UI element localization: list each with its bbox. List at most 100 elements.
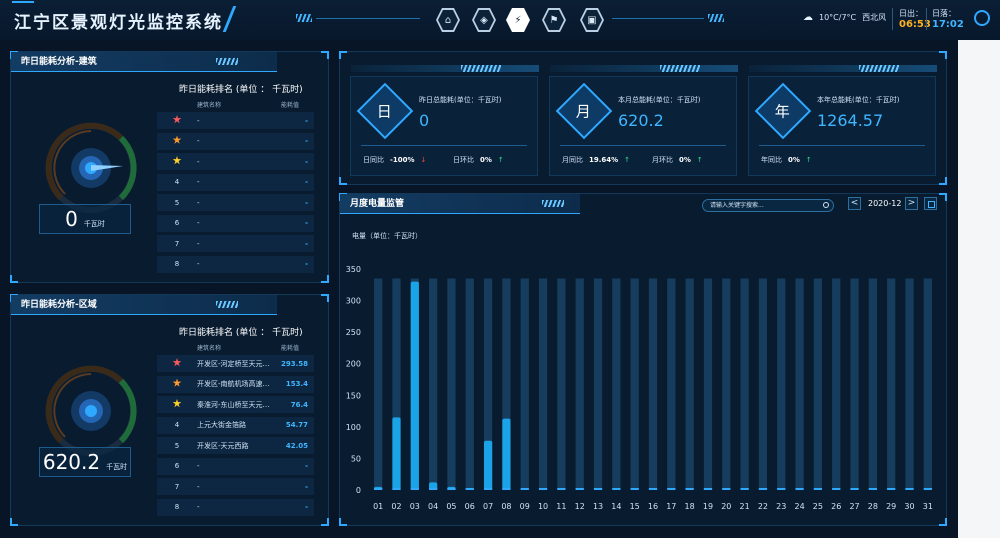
ranking-row[interactable]: 开发区-南航机场高速… 153.4: [157, 375, 314, 393]
data-bar[interactable]: [502, 418, 511, 490]
y-tick-label: 50: [351, 454, 361, 463]
row-name: 开发区-天元西路: [197, 441, 249, 450]
bar-base: [593, 488, 603, 490]
bar-base: [520, 488, 529, 490]
row-name: -: [197, 503, 200, 511]
x-tick-label: 13: [593, 502, 603, 511]
bar-background: [887, 278, 896, 490]
rank-number: 8: [174, 503, 180, 511]
row-name: 开发区-河定桥至天元…: [197, 359, 270, 368]
x-tick-label: 17: [666, 502, 676, 511]
ranking-row[interactable]: 7 - -: [157, 478, 314, 495]
bar-background: [868, 278, 877, 490]
bar-background: [813, 278, 823, 490]
header-stripes-right: [708, 14, 724, 22]
ranking-row[interactable]: 5 - -: [157, 194, 314, 211]
kpi-stripes: [859, 65, 899, 72]
ranking-row[interactable]: 7 - -: [157, 235, 314, 252]
rank-medal-icon: [157, 399, 197, 410]
ranking-row[interactable]: --: [157, 132, 314, 150]
rank-medal-icon: [157, 358, 197, 369]
bar-base: [429, 488, 438, 490]
header-stripes: [216, 58, 238, 65]
ranking-row[interactable]: 开发区-河定桥至天元… 293.58: [157, 355, 314, 372]
ranking-row[interactable]: --: [157, 153, 314, 170]
kpi-card: 月 本月总能耗(单位：千瓦时) 620.2 月同比 19.64% ↑ 月环比 0% ↑: [549, 65, 738, 176]
ranking-row[interactable]: 秦淮河-东山桥至天元… 76.4: [157, 396, 314, 413]
row-name: -: [197, 137, 200, 145]
data-bar[interactable]: [410, 281, 419, 490]
search-input[interactable]: 请输入关键字搜索...: [702, 199, 834, 212]
prev-month-button[interactable]: <: [848, 197, 861, 210]
trend-up-icon: ↑: [805, 156, 812, 164]
rank-number: 5: [174, 198, 180, 207]
ranking-row[interactable]: 4 - -: [157, 173, 314, 191]
ranking-row[interactable]: --: [157, 112, 314, 129]
ranking-title: 昨日能耗排名 (单位 ： 千瓦时): [179, 85, 303, 95]
search-icon[interactable]: [823, 202, 829, 208]
kpi-stripes: [660, 65, 700, 72]
building-energy-panel: 昨日能耗分析-建筑 0 千瓦时 昨日能耗排名 (单位 ： 千瓦时) 建筑名称 能…: [10, 51, 329, 283]
ranking-row[interactable]: 4 上元大街金箔路 54.77: [157, 416, 314, 434]
row-value: -: [305, 503, 308, 511]
bar-base: [777, 488, 786, 490]
x-tick-label: 03: [410, 502, 420, 511]
nav-vehicle-button[interactable]: ▣: [580, 8, 604, 32]
rank-number: 6: [174, 219, 180, 227]
settings-icon[interactable]: [974, 10, 990, 26]
bar-background: [612, 278, 621, 490]
bar-background: [923, 278, 932, 490]
row-value: -: [305, 157, 308, 166]
data-bar[interactable]: [483, 440, 493, 490]
bar-background: [502, 278, 511, 490]
bar-base: [795, 488, 804, 490]
nav-home-button[interactable]: ⌂: [436, 8, 460, 32]
temperature: 10°C/7°C: [819, 13, 857, 22]
metric-label: 年同比: [761, 156, 782, 164]
kpi-label: 本月总能耗(单位：千瓦时): [618, 96, 701, 104]
bar-background: [905, 278, 914, 490]
ranking-row[interactable]: 8 - -: [157, 255, 314, 273]
metric-value: -100%: [390, 156, 415, 164]
rank-medal-icon: [157, 378, 197, 390]
building-gauge-value: 0 千瓦时: [39, 204, 131, 234]
sunrise-time: 06:53: [899, 19, 931, 30]
rank-number: 4: [174, 178, 180, 186]
row-value: 293.58: [280, 359, 308, 368]
gauge-unit: 千瓦时: [106, 463, 128, 471]
x-tick-label: 06: [465, 502, 475, 511]
ranking-row[interactable]: 6 - -: [157, 457, 314, 475]
kpi-metric: 月同比 19.64% ↑: [562, 155, 630, 165]
ranking-row[interactable]: 6 - -: [157, 214, 314, 232]
ranking-row[interactable]: 8 - -: [157, 498, 314, 516]
energy-icon: 年: [754, 82, 812, 140]
row-value: 42.05: [285, 441, 308, 450]
next-month-button[interactable]: >: [905, 197, 918, 210]
x-tick-label: 18: [685, 502, 695, 511]
nav-energy-button[interactable]: ⚡: [506, 8, 530, 32]
energy-icon-glyph: 月: [576, 102, 592, 121]
row-value: -: [305, 239, 308, 248]
sunset-box: 日落： 17:02: [932, 8, 964, 30]
metric-value: 0%: [480, 156, 492, 164]
nav-car-button[interactable]: ◈: [472, 8, 496, 32]
data-bar[interactable]: [392, 417, 401, 490]
bar-base: [905, 488, 914, 490]
x-tick-label: 26: [831, 502, 841, 511]
metric-label: 月同比: [562, 156, 583, 164]
bar-background: [648, 278, 658, 490]
bar-base: [648, 488, 658, 490]
x-tick-label: 25: [813, 502, 823, 511]
ranking-row[interactable]: 5 开发区-天元西路 42.05: [157, 437, 314, 454]
bar-base: [667, 488, 676, 490]
nav-flag-button[interactable]: ⚑: [542, 8, 566, 32]
calendar-icon[interactable]: [924, 197, 937, 210]
row-name: 开发区-南航机场高速…: [197, 380, 270, 388]
panel-header: 昨日能耗分析-区域: [11, 295, 277, 315]
y-tick-label: 250: [346, 328, 361, 337]
bar-base: [538, 488, 548, 490]
row-name: -: [197, 219, 200, 227]
x-tick-label: 09: [520, 502, 530, 511]
trend-up-icon: ↑: [696, 156, 703, 164]
row-name: 上元大街金箔路: [197, 421, 246, 429]
